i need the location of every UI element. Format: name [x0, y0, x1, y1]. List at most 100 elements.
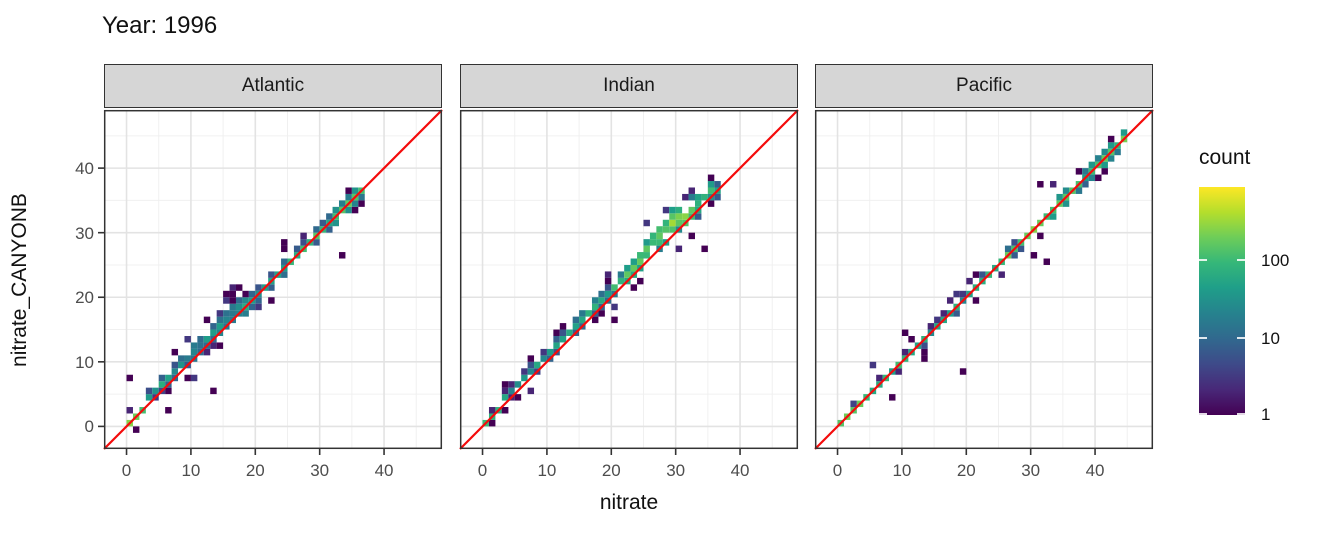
bin-rect — [1049, 213, 1057, 220]
bin-rect-outlier — [229, 290, 236, 298]
bin-rect — [197, 342, 204, 349]
bin-rect — [332, 206, 339, 214]
bin-rect — [559, 323, 567, 330]
bin-rect — [235, 284, 243, 291]
bin-rect — [235, 303, 243, 311]
x-tick-label: 0 — [121, 461, 132, 480]
bin-rect — [521, 374, 528, 382]
facet-strip-label: Pacific — [956, 75, 1012, 96]
y-tick-label: 10 — [75, 352, 94, 372]
bin-rect — [197, 336, 204, 343]
bin-rect — [604, 277, 612, 285]
bin-rect — [242, 290, 249, 298]
x-tick-label: 20 — [245, 461, 265, 480]
bin-rect — [216, 323, 224, 330]
bin-rect — [242, 310, 249, 317]
bin-rect — [1107, 142, 1115, 149]
bin-rect — [345, 206, 352, 214]
bin-rect — [223, 290, 230, 298]
bin-rect-outlier — [165, 407, 172, 414]
bin-rect — [934, 316, 941, 324]
bin-rect — [171, 348, 179, 356]
bin-rect — [300, 232, 307, 240]
legend-tick-mark — [1199, 258, 1207, 261]
bin-rect — [351, 187, 359, 194]
bin-rect-outlier — [527, 355, 535, 362]
bin-rect — [190, 348, 198, 356]
bin-rect — [669, 226, 676, 233]
bin-rect — [540, 355, 547, 362]
bin-rect — [1101, 168, 1108, 175]
bin-rect — [268, 271, 275, 278]
bin-rect-outlier — [611, 316, 618, 324]
bin-rect — [591, 316, 599, 324]
bin-rect — [927, 323, 935, 330]
identity-line — [459, 109, 799, 450]
bin-rect — [656, 232, 663, 240]
bin-rect — [656, 239, 663, 246]
bin-rect — [637, 252, 644, 259]
bin-rect — [662, 226, 670, 233]
bin-rect — [598, 297, 605, 304]
x-tick-label: 10 — [181, 461, 201, 480]
bin-rect — [953, 290, 960, 298]
bin-rect — [682, 193, 689, 201]
bin-rect-outlier — [889, 394, 896, 401]
bin-rect — [643, 245, 650, 253]
bin-rect — [585, 310, 592, 317]
bin-rect — [229, 297, 236, 304]
bin-rect — [553, 336, 560, 343]
bin-rect — [1107, 135, 1115, 143]
x-tick-label: 10 — [892, 461, 912, 480]
bin-rect — [242, 297, 249, 304]
bin-rect — [1114, 148, 1121, 156]
bin-rect — [598, 290, 605, 298]
bin-rect — [534, 361, 541, 369]
bin-rect — [579, 316, 586, 324]
bin-rect — [1088, 174, 1096, 182]
panel-border — [459, 109, 799, 450]
bin-rect — [521, 368, 528, 375]
bin-rect — [662, 219, 670, 227]
x-tick-label: 30 — [1021, 461, 1041, 480]
legend-tick-mark — [1199, 336, 1207, 339]
bin-rect — [1120, 129, 1128, 136]
panel-border — [103, 109, 443, 450]
bin-rect — [572, 323, 580, 330]
bin-rect — [326, 213, 333, 220]
bin-rect — [171, 361, 179, 369]
facet-strip-pacific: Pacific — [815, 64, 1153, 108]
bin-rect — [319, 219, 327, 227]
bin-rect — [203, 336, 211, 343]
bin-rect-outlier — [1043, 258, 1050, 265]
bin-rect — [946, 297, 954, 304]
x-axis-title: nitrate — [599, 491, 659, 514]
x-tick-label: 30 — [666, 461, 686, 480]
bin-rect — [637, 258, 644, 265]
facet-strip-atlantic: Atlantic — [104, 64, 442, 108]
bin-rect — [604, 284, 612, 291]
bin-rect — [688, 232, 695, 240]
bin-rect — [126, 407, 133, 414]
bin-rect — [604, 290, 612, 298]
bin-rect — [694, 213, 702, 220]
legend-colorbar — [1199, 187, 1245, 415]
identity-line — [103, 109, 443, 450]
bin-rect — [850, 400, 857, 408]
bin-rect — [649, 232, 657, 240]
axis-tick-marks — [98, 167, 385, 455]
bin-rect — [604, 271, 612, 278]
facet-strip-label: Atlantic — [241, 75, 305, 96]
legend-tick-mark — [1237, 413, 1245, 416]
bin-rect — [338, 200, 346, 207]
bin-rect — [546, 348, 554, 356]
bin-rect — [598, 310, 605, 317]
bin-rect — [281, 239, 288, 246]
bin-rect — [669, 206, 676, 214]
bin-rect — [501, 407, 509, 414]
bin-rect — [1037, 232, 1044, 240]
bin-rect — [643, 252, 650, 259]
bin-rect-outlier — [281, 245, 288, 253]
bin-rect — [953, 310, 960, 317]
